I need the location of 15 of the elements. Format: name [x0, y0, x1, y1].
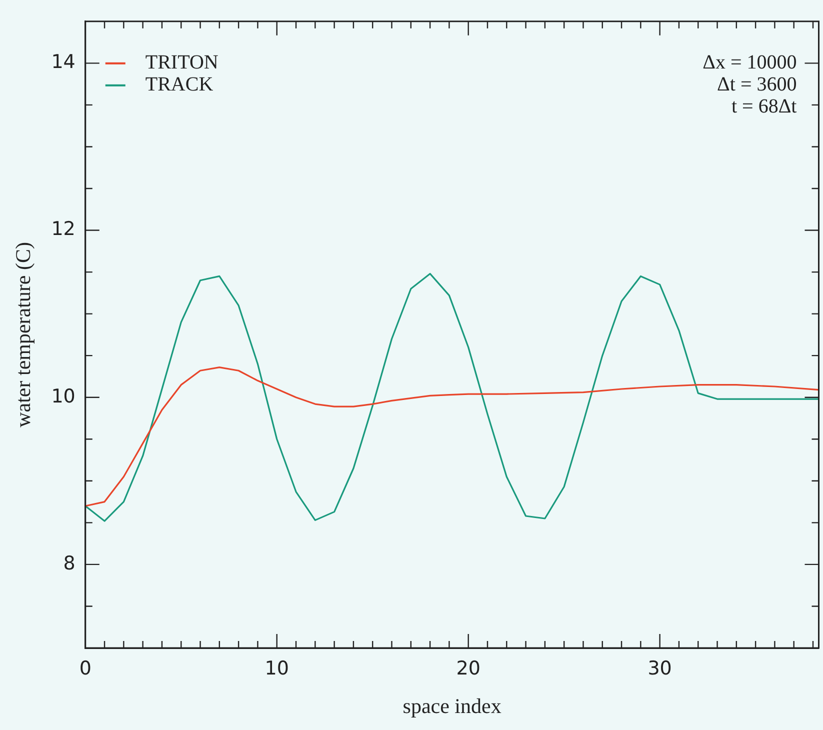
- x-axis-title: space index: [402, 694, 502, 718]
- x-tick-label: 10: [264, 657, 289, 680]
- y-tick-label: 8: [63, 552, 76, 574]
- x-tick-label: 20: [456, 657, 480, 680]
- y-tick-label: 10: [51, 385, 76, 408]
- annotation: t = 68Δt: [731, 96, 798, 118]
- x-tick-label: 30: [648, 657, 672, 680]
- y-tick-label: 14: [51, 51, 76, 74]
- legend-label: TRITON: [145, 52, 218, 74]
- y-tick-label: 12: [51, 218, 76, 240]
- y-axis-title: water temperature (C): [11, 242, 36, 428]
- x-tick-label: 0: [79, 657, 92, 680]
- annotation: Δx = 10000: [702, 52, 797, 74]
- legend-label: TRACK: [145, 74, 214, 96]
- annotation: Δt = 3600: [717, 74, 797, 96]
